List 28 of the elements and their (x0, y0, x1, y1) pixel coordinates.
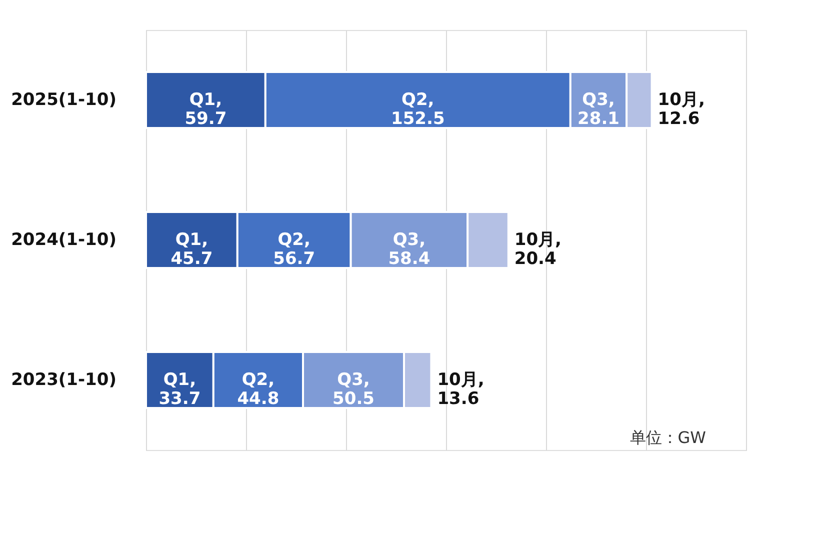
data-label: 20.4 (514, 249, 557, 269)
annotation: 单位：GW (630, 428, 706, 447)
data-label: 59.7 (184, 109, 227, 129)
series-label: 10月, (658, 90, 705, 110)
series-label: Q2, (402, 90, 434, 110)
text: Q1, (175, 230, 208, 250)
data-label: 45.7 (170, 249, 213, 269)
series-label: Q3, (582, 90, 615, 110)
data-label: 44.8 (237, 389, 280, 409)
text: Q3, (337, 370, 370, 390)
data-label: 28.1 (578, 109, 620, 129)
data-label: 56.7 (273, 249, 316, 269)
text: Q1, (189, 90, 222, 110)
y-tick-label: 2024(1-10) (11, 230, 116, 250)
data-label: 58.4 (388, 249, 430, 269)
data-label: 152.5 (391, 109, 445, 129)
text: Q3, (392, 230, 426, 250)
text: Q2, (242, 370, 275, 390)
y-tick-label: 2025(1-10) (11, 90, 116, 110)
data-label: 33.7 (158, 389, 201, 409)
text: 10月, (437, 370, 484, 390)
text: 10月, (514, 230, 562, 250)
y-tick-label: 2023(1-10) (11, 370, 116, 390)
data-label: 12.6 (658, 109, 700, 129)
text: Q2, (278, 230, 310, 250)
data-label: 13.6 (437, 389, 480, 409)
data-label: 50.5 (332, 389, 374, 409)
series-label: Q1, (163, 370, 196, 390)
